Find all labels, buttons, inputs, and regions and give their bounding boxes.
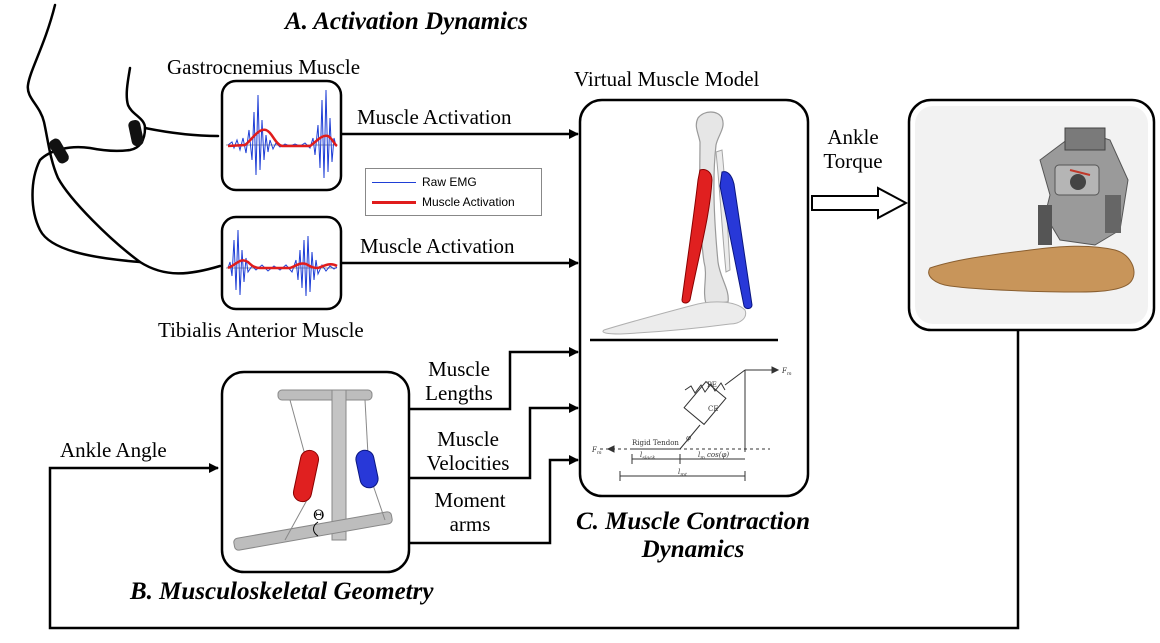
legend-row-activation: Muscle Activation	[372, 194, 515, 210]
section-contraction-line1: C. Muscle Contraction	[575, 508, 811, 535]
prosthetic-foot	[928, 245, 1135, 293]
label-ankle-torque-line2: Torque	[823, 149, 883, 174]
section-muscle-contraction: C. Muscle Contraction Dynamics	[548, 508, 838, 563]
label-moment-line1: Moment	[434, 488, 506, 512]
label-muscle-activation-bottom: Muscle Activation	[360, 234, 515, 258]
ankle-torque-arrow	[811, 186, 909, 220]
theta-symbol: Θ	[313, 508, 324, 524]
hill-phi: φ	[686, 434, 691, 442]
gastrocnemius-muscle	[681, 169, 713, 304]
hill-ce-label: CE	[708, 405, 718, 413]
leg-outline	[26, 3, 222, 275]
label-velocities-line1: Muscle	[437, 427, 499, 451]
tibia-bone	[695, 111, 729, 305]
label-lengths-line1: Muscle	[428, 357, 490, 381]
model-muscle-red	[292, 449, 320, 503]
label-muscle-velocities: Muscle Velocities	[412, 427, 524, 475]
label-ankle-torque-line1: Ankle	[827, 125, 879, 149]
arrow-muscle-velocities	[409, 403, 579, 480]
label-ankle-torque: Ankle Torque	[812, 125, 894, 173]
model-foot-plate	[233, 511, 393, 551]
wire	[1069, 169, 1091, 176]
foot-bones	[602, 301, 747, 335]
hill-l-mt: lmt	[678, 468, 688, 478]
emg-panel-tibialis	[220, 215, 343, 311]
arrow-muscle-lengths	[409, 347, 579, 411]
hill-l-slack: lslack	[640, 451, 655, 461]
model-muscle-blue	[355, 449, 379, 489]
legend-label-activation: Muscle Activation	[422, 195, 515, 209]
label-virtual-muscle-model: Virtual Muscle Model	[574, 67, 760, 91]
prosthesis-panel	[907, 98, 1156, 332]
hill-rigid-tendon-label: Rigid Tendon	[632, 439, 679, 447]
legend-label-raw-emg: Raw EMG	[422, 175, 477, 189]
geometry-panel: Θ	[220, 370, 411, 574]
hill-l-m-cos: lm cos(φ)	[698, 451, 729, 461]
label-ankle-angle: Ankle Angle	[60, 438, 167, 462]
label-moment-arms: Moment arms	[420, 488, 520, 536]
arrow-moment-arms	[409, 455, 579, 545]
label-lengths-line2: Lengths	[425, 381, 493, 406]
activation-trace-bottom	[227, 259, 338, 270]
emg-legend: Raw EMG Muscle Activation	[365, 168, 542, 216]
tibialis-muscle	[719, 171, 753, 309]
electrode-left	[49, 138, 69, 164]
label-moment-line2: arms	[449, 512, 491, 537]
section-musculoskeletal-geometry: B. Musculoskeletal Geometry	[130, 578, 434, 605]
emg-panel-gastrocnemius	[220, 79, 343, 192]
motor-top	[1064, 127, 1106, 151]
legend-swatch-activation	[372, 200, 416, 204]
hill-pe-label: PE	[707, 381, 717, 389]
model-top-bar	[277, 389, 373, 401]
arrows	[48, 129, 1020, 630]
section-activation-dynamics: A. Activation Dynamics	[285, 8, 528, 35]
hill-fm-right: Fm	[781, 367, 792, 377]
hill-model-schematic	[600, 366, 780, 481]
label-tibialis: Tibialis Anterior Muscle	[158, 318, 364, 342]
gear	[1070, 174, 1086, 190]
label-gastrocnemius: Gastrocnemius Muscle	[167, 55, 361, 79]
label-muscle-activation-top: Muscle Activation	[357, 105, 512, 129]
spring-left	[1038, 205, 1052, 245]
feedback-loop-arrow	[48, 330, 1020, 630]
hill-fm-left: Fm	[591, 446, 602, 456]
section-contraction-line2: Dynamics	[641, 535, 745, 563]
activation-trace-top	[227, 128, 338, 148]
spring-right	[1105, 195, 1121, 233]
label-muscle-lengths: Muscle Lengths	[414, 357, 504, 405]
label-velocities-line2: Velocities	[426, 451, 510, 476]
electrode-right	[128, 119, 144, 147]
virtual-muscle-panel: PE CE Rigid Tendon Fm Fm φ lslack lm cos(…	[578, 98, 810, 498]
legend-swatch-raw-emg	[372, 181, 416, 183]
model-shank	[331, 389, 347, 541]
legend-row-raw-emg: Raw EMG	[372, 174, 477, 190]
